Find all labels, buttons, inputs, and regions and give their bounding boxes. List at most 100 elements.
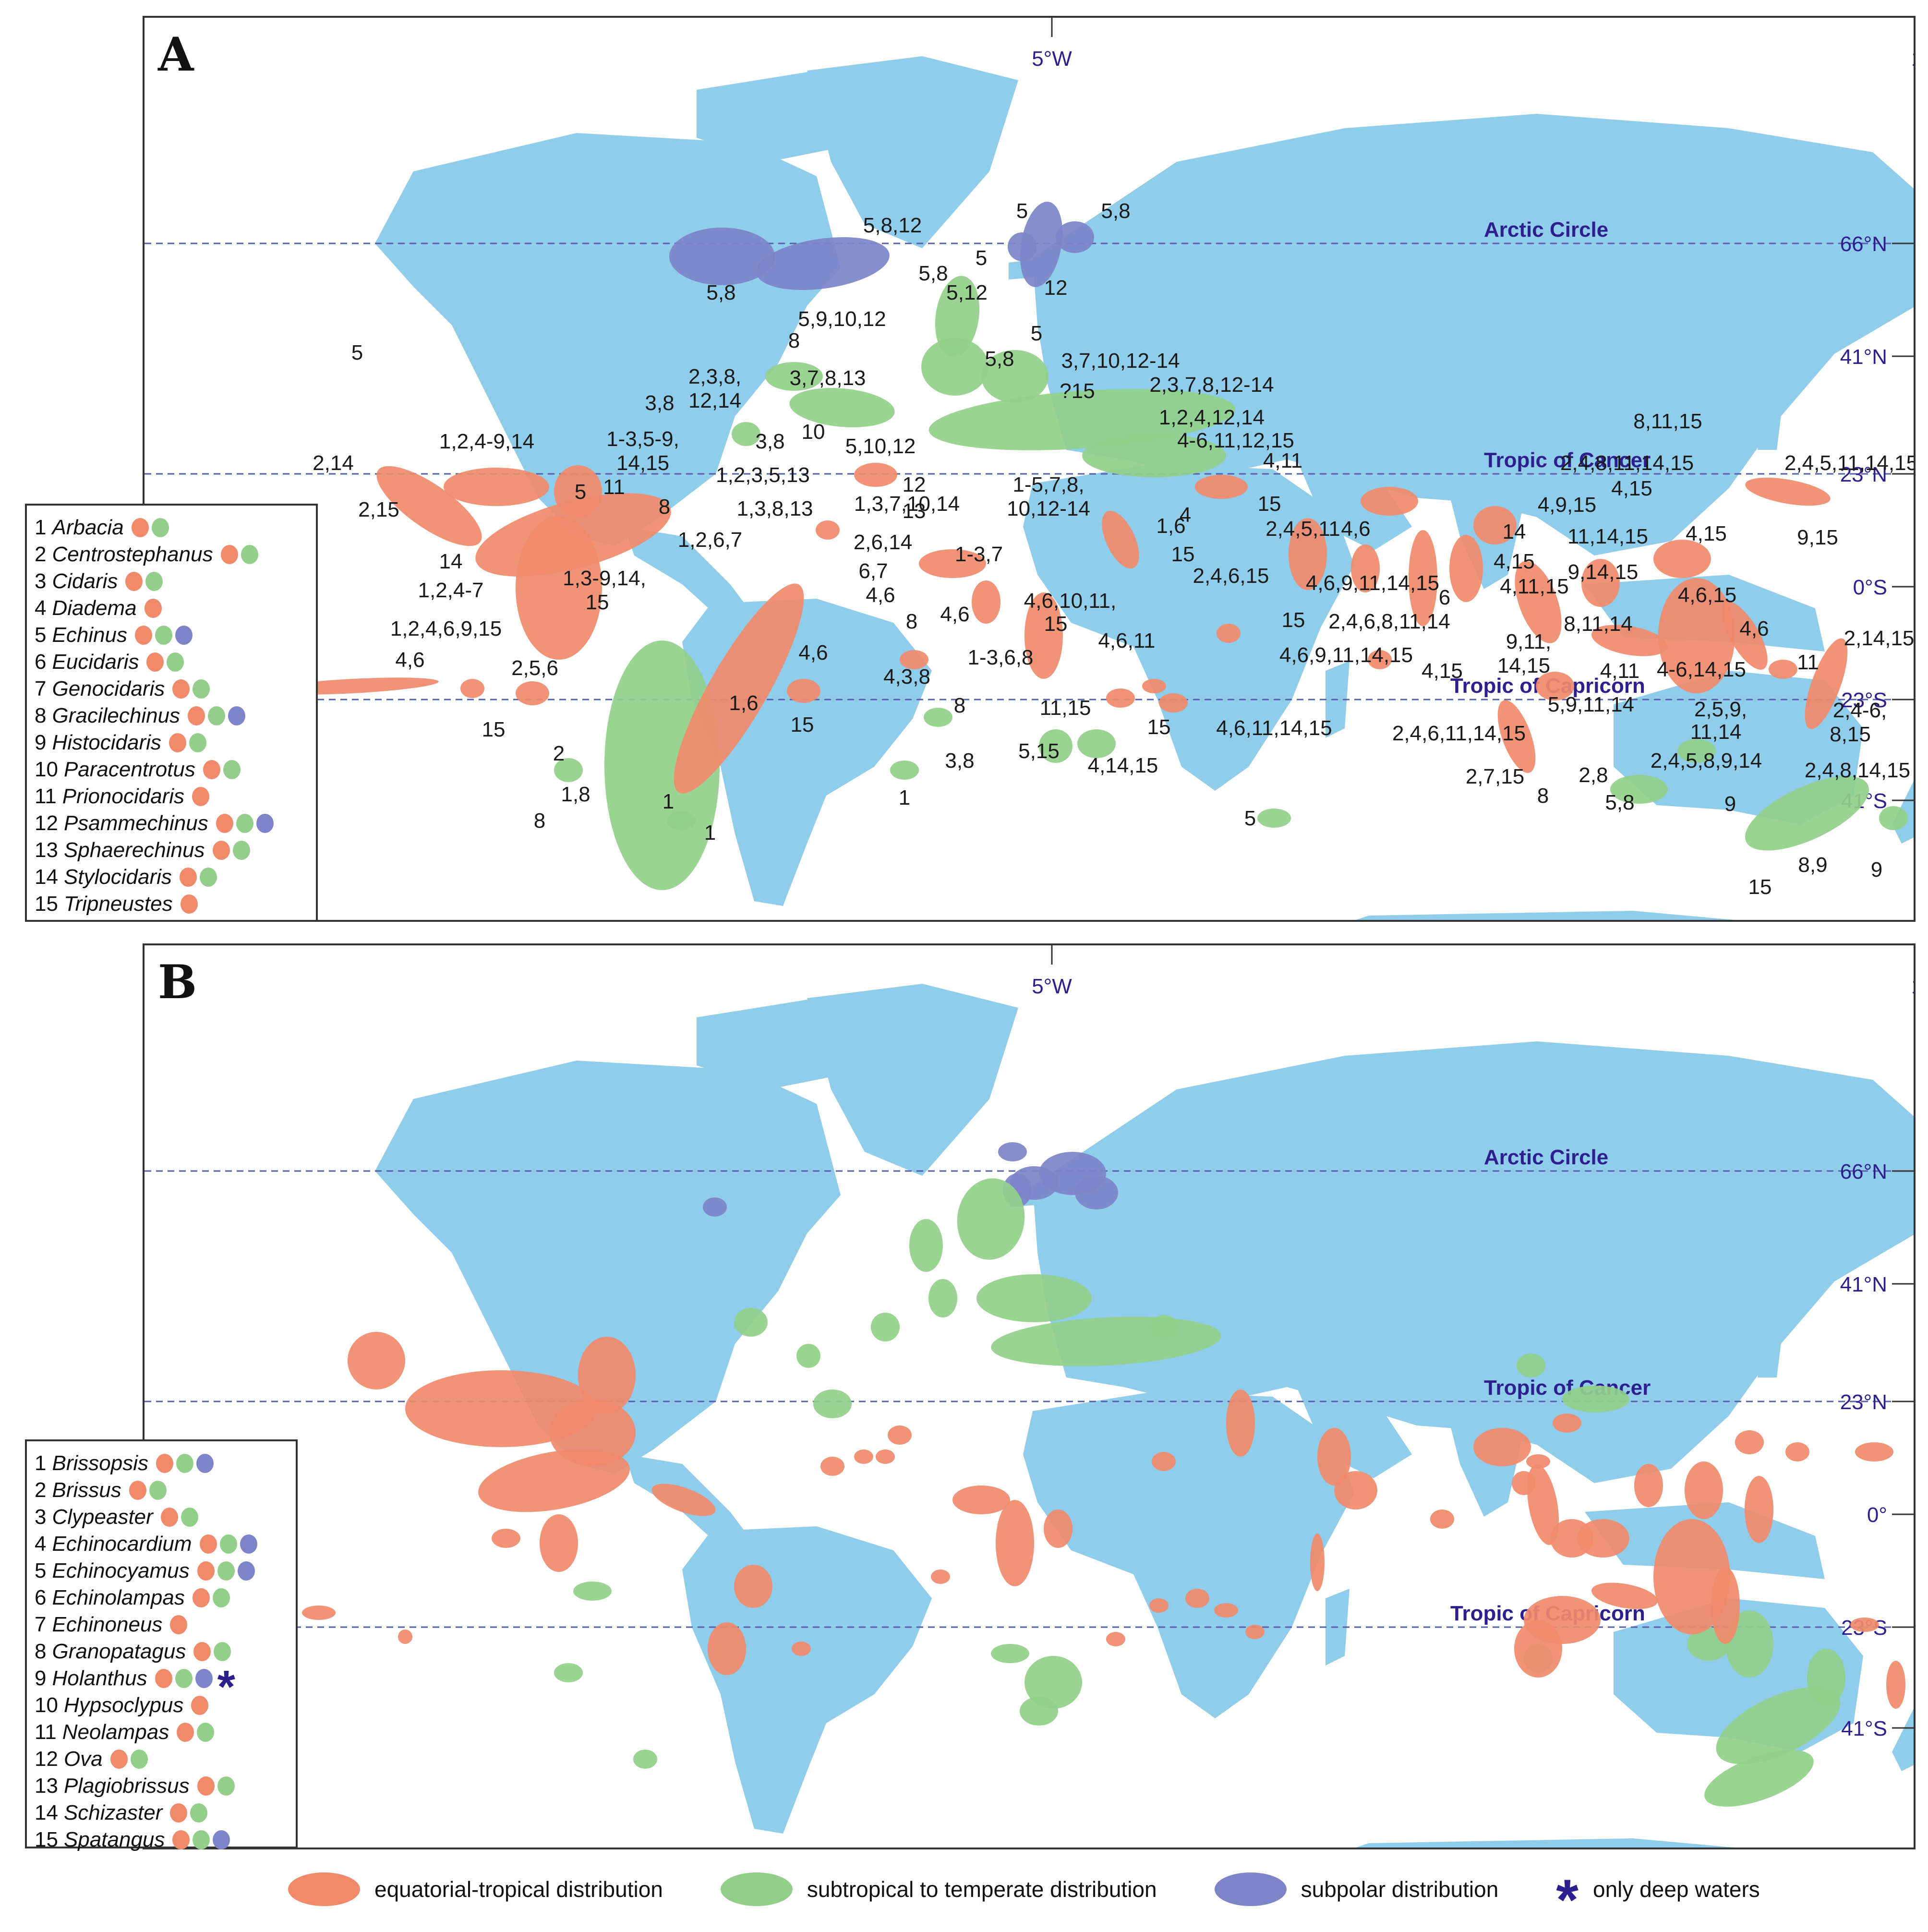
genus-name: Echinocyamus (52, 1559, 190, 1582)
tropical-dot (192, 787, 210, 806)
legend-row: 8 Granopatagus (35, 1638, 288, 1665)
genus-number: 10 (35, 758, 58, 781)
temperate-distribution-area (1716, 1687, 1841, 1764)
subpolar-dot (240, 1534, 257, 1554)
subpolar-distribution-area (998, 1142, 1027, 1161)
tropical-distribution-area (1722, 602, 1768, 670)
temperate-dot (151, 518, 169, 537)
legend-row: 1 Brissopsis (35, 1450, 288, 1477)
landmass-scandinavia (1129, 200, 1201, 325)
landmass-eurasia (1033, 114, 1914, 555)
genus-code-label: 4,14,15 (1088, 754, 1158, 777)
genus-code-label: 3,8 (945, 749, 974, 773)
legend-row: 11 Prionocidaris (35, 783, 308, 810)
tropical-dot (179, 868, 197, 887)
genus-code-label: 5 (351, 341, 363, 364)
temperate-dot (212, 1588, 230, 1607)
genus-code-label: 15 (1147, 715, 1171, 739)
subpolar-dot (175, 626, 193, 645)
genus-code-label: 5 (1016, 199, 1028, 223)
tropical-distribution-area (1102, 510, 1139, 569)
tropical-dot (180, 894, 198, 914)
genus-code-label: 8 (954, 694, 965, 717)
tropical-dot (191, 1696, 209, 1715)
temperate-distribution-area (991, 1644, 1029, 1663)
tropical-distribution-area (996, 1500, 1034, 1586)
tropical-distribution-area (1334, 1471, 1377, 1509)
subpolar-distribution-area (1075, 1176, 1118, 1209)
temperate-distribution-area (1704, 1750, 1814, 1807)
genus-name: Schizaster (63, 1801, 163, 1824)
tropical-distribution-area (1106, 688, 1135, 708)
tropical-distribution-area (444, 468, 549, 506)
panel-letter: B (158, 955, 197, 1009)
tropical-distribution-area (1195, 475, 1248, 499)
tropical-dot (170, 1803, 188, 1823)
temperate-distribution-area (732, 422, 760, 446)
landmass-africa (1023, 1392, 1354, 1718)
legend-row: 2 Brissus (35, 1477, 288, 1504)
temperate-distribution-area (909, 1219, 943, 1272)
landmass-greenland (807, 56, 1018, 248)
genus-name: Arbacia (52, 516, 124, 539)
tropical-distribution-area (1368, 650, 1392, 669)
temperate-dot (149, 1481, 167, 1500)
temperate-distribution-area (1725, 1610, 1773, 1678)
tropical-distribution-area (1214, 1603, 1238, 1618)
genus-code-label: 10 (802, 420, 825, 444)
genus-number: 5 (35, 623, 47, 647)
temperate-dot (241, 545, 258, 564)
temperate-distribution-area (1039, 729, 1072, 763)
genus-code-label: 1-3,6,8 (968, 646, 1034, 669)
genus-code-label: 2,3,8, (688, 365, 741, 388)
tropical-dot (216, 814, 233, 833)
temperate-distribution-area (871, 1313, 900, 1341)
genus-code-label: 9 (1871, 858, 1882, 881)
genus-code-label: 1 (899, 786, 910, 809)
genus-name: Brissopsis (52, 1451, 148, 1475)
tropical-distribution-area (492, 1529, 520, 1548)
genus-code-label: 2,4,8,11,14,15 (1560, 451, 1694, 475)
temperate-dot (167, 652, 184, 672)
genus-code-label: 5,9,11,14 (1548, 693, 1634, 716)
genus-code-label: 5,8 (985, 347, 1014, 371)
legend-row: 6 Eucidaris (35, 649, 308, 676)
genus-number: 2 (35, 1478, 47, 1502)
panel-letter: A (158, 27, 194, 82)
legend-subpolar: subpolar distribution (1214, 1872, 1498, 1906)
tropical-dot (156, 1454, 173, 1473)
subpolar-dot (213, 1830, 230, 1849)
genus-number: 4 (35, 1532, 47, 1556)
genus-code-label: 3,8 (755, 430, 784, 453)
tropical-dot (144, 599, 162, 618)
legend-row: 13 Plagiobrissus (35, 1773, 288, 1799)
tropical-distribution-area (854, 1449, 873, 1464)
genus-code-label: 11,15 (1040, 696, 1091, 720)
legend-temperate-label: subtropical to temperate distribution (807, 1877, 1157, 1902)
genus-code-label: 1,2,4,6,9,15 (390, 617, 502, 640)
legend-row: 13 Sphaerechinus (35, 837, 308, 864)
genus-code-label: 4,6,11 (1098, 629, 1155, 652)
latitude-tick-label: 0° (1867, 1503, 1887, 1527)
temperate-distribution-area (1257, 809, 1291, 828)
landmass-arabia (1297, 459, 1412, 551)
tropical-distribution-area (900, 650, 928, 669)
tropical-dot (197, 1776, 215, 1796)
temperate-dot (217, 1776, 235, 1796)
genus-code-label: 9,14,15 (1568, 560, 1639, 584)
genus-code-label: 9 (1724, 792, 1736, 816)
genus-code-label: 4,15 (1494, 550, 1535, 573)
genus-code-label: 5,9,10,12 (798, 307, 886, 331)
landmass-greenland (807, 984, 1018, 1176)
genus-code-label: 4,11 (1263, 449, 1302, 472)
temperate-dot (236, 814, 253, 833)
genus-name: Spatangus (63, 1828, 165, 1851)
temperate-distribution-area (890, 761, 919, 780)
tropical-distribution-area (1351, 544, 1380, 592)
genus-code-label: 4,9,15 (1538, 493, 1596, 517)
tropical-distribution-area (1024, 592, 1063, 679)
legend-deep-label: only deep waters (1593, 1877, 1760, 1902)
tropical-distribution-area (1289, 518, 1327, 590)
genus-code-label: 13 (903, 499, 926, 523)
genus-code-label: 5,12 (946, 281, 988, 304)
